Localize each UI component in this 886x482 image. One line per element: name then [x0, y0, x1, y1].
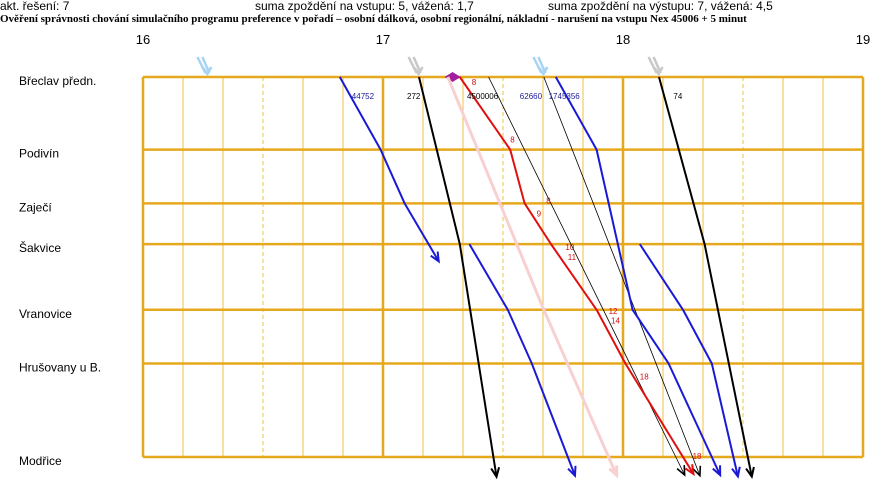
input-arrow	[196, 56, 213, 77]
disruption-marker	[444, 72, 461, 82]
input-delay-sum: suma zpoždění na vstupu: 5, vážená: 1,7	[255, 0, 474, 13]
train-path-l1	[418, 76, 498, 477]
output-delay-sum: suma zpoždění na výstupu: 7, vážená: 4,5	[548, 0, 773, 13]
delay-label: 18	[693, 452, 702, 461]
train-number-label: 1745356	[549, 92, 581, 101]
train-arrowhead	[731, 466, 741, 479]
train-number-label: 74	[673, 92, 682, 101]
station-label: Zaječí	[19, 200, 52, 214]
delay-label: 18	[640, 372, 649, 381]
input-arrow	[407, 56, 424, 77]
train-arrowhead	[608, 465, 619, 479]
station-label: Břeclav předn.	[19, 74, 96, 88]
delay-label: 14	[611, 317, 620, 326]
chart-title: Ověření správnosti chování simulačního p…	[0, 13, 747, 25]
delay-label: 9	[537, 209, 542, 218]
delay-label: 8	[546, 196, 551, 205]
status-header: akt. řešení: 7 suma zpoždění na vstupu: …	[0, 0, 886, 20]
station-label: Šakvice	[19, 240, 61, 255]
train-labels: 44752 272 4500006 62660 1745356 74	[352, 92, 683, 101]
time-tick-label: 17	[376, 32, 390, 47]
time-axis: 16 17 18 19	[136, 32, 870, 47]
train-path-d1	[458, 76, 695, 475]
train-path-g1	[446, 76, 619, 476]
train-number-label: 4500006	[467, 92, 499, 101]
train-arrowhead	[567, 465, 577, 478]
delay-label: 11	[568, 253, 577, 262]
train-arrowhead	[712, 465, 722, 478]
train-number-label: 62660	[520, 92, 543, 101]
train-arrowhead	[692, 465, 702, 478]
solution-counter: akt. řešení: 7	[0, 0, 70, 13]
train-number-label: 272	[407, 92, 421, 101]
grid	[141, 75, 865, 459]
train-path-r4	[638, 243, 739, 477]
input-arrow	[532, 56, 549, 77]
time-tick-label: 16	[136, 32, 150, 47]
train-arrowhead	[430, 251, 440, 264]
train-path-t1	[488, 76, 685, 476]
train-paths	[338, 76, 755, 480]
delay-label: 10	[565, 243, 574, 252]
delay-label: 12	[609, 307, 618, 316]
train-arrowhead	[490, 466, 501, 480]
station-label: Vranovice	[19, 307, 72, 321]
train-path-l2	[658, 76, 753, 477]
train-arrowhead	[745, 466, 755, 480]
train-path-r1	[338, 76, 440, 262]
station-label: Podivín	[19, 147, 59, 161]
train-path-r2	[468, 243, 576, 477]
train-path-t2	[543, 76, 701, 476]
station-axis: Břeclav předn. Podivín Zaječí Šakvice Vranov…	[19, 74, 101, 468]
station-label: Hrušovany u B.	[19, 360, 101, 374]
train-arrowhead	[684, 464, 695, 477]
train-path-r3	[554, 76, 722, 476]
delay-label: 8	[472, 78, 477, 87]
train-arrowhead	[676, 465, 686, 477]
input-arrow	[647, 56, 664, 77]
input-arrows	[196, 56, 664, 82]
time-tick-label: 19	[856, 32, 870, 47]
time-tick-label: 18	[616, 32, 630, 47]
station-label: Modřice	[19, 454, 62, 468]
train-number-label: 44752	[352, 92, 375, 101]
delay-label: 8	[510, 136, 515, 145]
